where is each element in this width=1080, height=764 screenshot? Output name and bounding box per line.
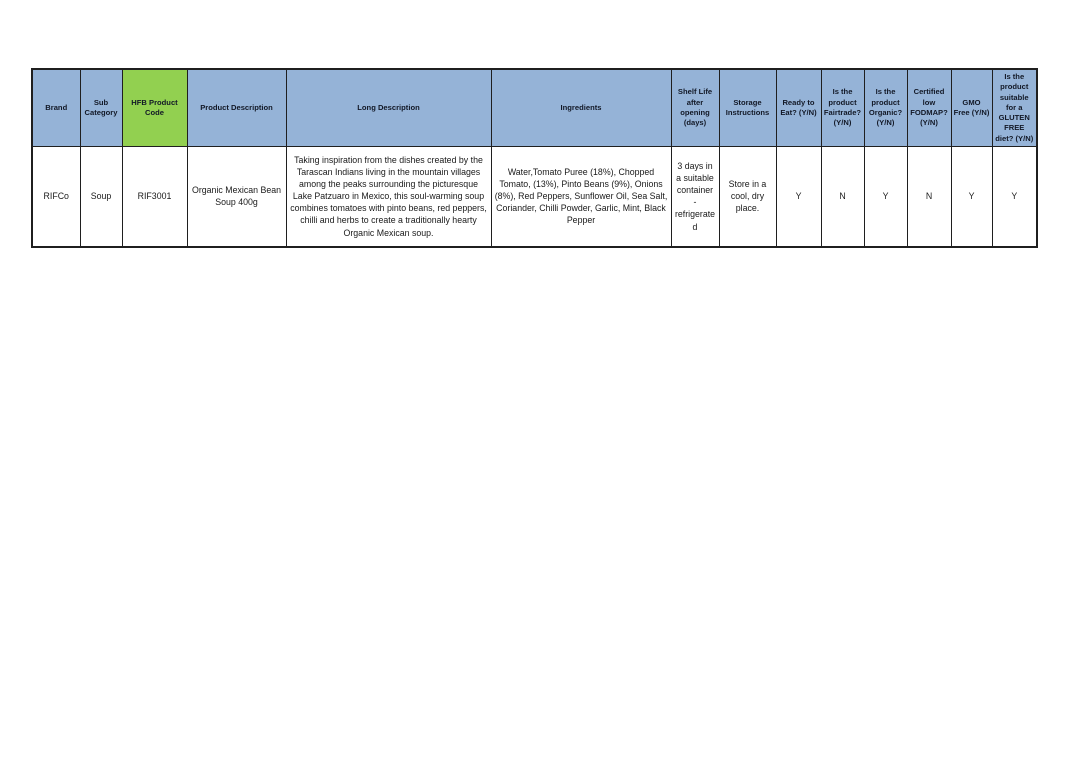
cell-gluten-free: Y xyxy=(991,145,1038,248)
cell-shelf-life: 3 days in a suitable container - refrige… xyxy=(670,145,720,248)
header-cell-ingredients: Ingredients xyxy=(490,68,672,147)
cell-product-description: Organic Mexican Bean Soup 400g xyxy=(186,145,287,248)
cell-organic: Y xyxy=(863,145,908,248)
cell-hfb-product-code: RIF3001 xyxy=(121,145,188,248)
header-cell-ready-to-eat: Ready to Eat? (Y/N) xyxy=(775,68,822,147)
header-cell-storage-instructions: Storage Instructions xyxy=(718,68,777,147)
cell-low-fodmap: N xyxy=(906,145,952,248)
cell-brand: RIFCo xyxy=(31,145,81,248)
header-row: Brand Sub Category HFB Product Code Prod… xyxy=(31,68,1038,147)
cell-storage-instructions: Store in a cool, dry place. xyxy=(718,145,777,248)
cell-sub-category: Soup xyxy=(79,145,123,248)
header-cell-gmo-free: GMO Free (Y/N) xyxy=(950,68,993,147)
cell-fairtrade: N xyxy=(820,145,865,248)
header-cell-shelf-life: Shelf Life after opening (days) xyxy=(670,68,720,147)
header-cell-brand: Brand xyxy=(31,68,81,147)
cell-ingredients: Water,Tomato Puree (18%), Chopped Tomato… xyxy=(490,145,672,248)
cell-ready-to-eat: Y xyxy=(775,145,822,248)
header-cell-low-fodmap: Certified low FODMAP? (Y/N) xyxy=(906,68,952,147)
header-cell-product-description: Product Description xyxy=(186,68,287,147)
header-cell-long-description: Long Description xyxy=(285,68,492,147)
header-cell-sub-category: Sub Category xyxy=(79,68,123,147)
header-cell-hfb-product-code: HFB Product Code xyxy=(121,68,188,147)
table-row: RIFCo Soup RIF3001 Organic Mexican Bean … xyxy=(31,145,1038,248)
header-cell-fairtrade: Is the product Fairtrade? (Y/N) xyxy=(820,68,865,147)
header-cell-organic: Is the product Organic? (Y/N) xyxy=(863,68,908,147)
header-cell-gluten-free: Is the product suitable for a GLUTEN FRE… xyxy=(991,68,1038,147)
cell-long-description: Taking inspiration from the dishes creat… xyxy=(285,145,492,248)
product-spec-table: Brand Sub Category HFB Product Code Prod… xyxy=(31,68,1038,248)
cell-gmo-free: Y xyxy=(950,145,993,248)
